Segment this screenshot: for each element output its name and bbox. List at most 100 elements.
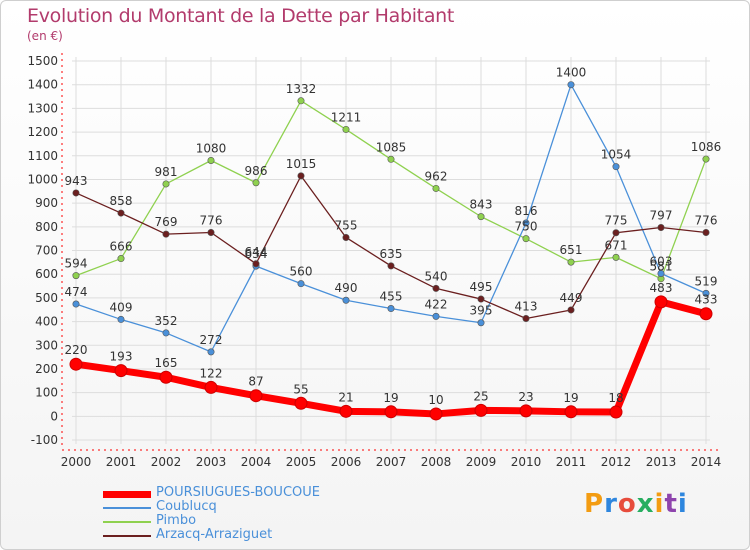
data-label: 1086: [691, 140, 722, 154]
data-label: 272: [200, 333, 223, 347]
series-point-3: [657, 224, 665, 232]
x-tick-label: 2004: [241, 455, 272, 469]
series-point-2: [612, 253, 620, 261]
legend-swatch: [103, 507, 151, 509]
series-point-0: [564, 405, 578, 419]
data-label: 816: [515, 204, 538, 218]
y-tick-label: 300: [35, 338, 58, 352]
data-label: 483: [650, 281, 673, 295]
data-label: 635: [380, 247, 403, 261]
series-point-1: [297, 280, 305, 288]
data-label: 1015: [286, 157, 317, 171]
y-tick-label: 1100: [27, 149, 58, 163]
series-point-0: [519, 404, 533, 418]
series-point-1: [117, 315, 125, 323]
data-label: 422: [425, 297, 448, 311]
legend-label: Pimbo: [156, 513, 197, 528]
logo-letter: r: [604, 489, 618, 519]
series-point-3: [117, 209, 125, 217]
series-point-2: [297, 97, 305, 105]
series-point-2: [342, 125, 350, 133]
legend-label: POURSIUGUES-BOUCOUE: [156, 485, 320, 500]
series-point-2: [207, 156, 215, 164]
data-label: 220: [65, 343, 88, 357]
data-label: 843: [470, 198, 493, 212]
y-tick-label: 100: [35, 386, 58, 400]
series-point-0: [474, 403, 488, 417]
y-tick-label: 1300: [27, 101, 58, 115]
data-label: 19: [563, 391, 578, 405]
data-label: 776: [200, 213, 223, 227]
chart-title: Evolution du Montant de la Dette par Hab…: [27, 5, 455, 27]
series-point-2: [567, 258, 575, 266]
legend-swatch: [103, 535, 151, 537]
y-tick-label: 1000: [27, 172, 58, 186]
data-label: 193: [110, 350, 133, 364]
series-point-1: [432, 312, 440, 320]
x-tick-label: 2005: [286, 455, 317, 469]
series-point-1: [162, 329, 170, 337]
y-tick-label: 400: [35, 315, 58, 329]
data-label: 490: [335, 281, 358, 295]
series-point-3: [342, 233, 350, 241]
series-point-1: [342, 296, 350, 304]
series-point-1: [522, 219, 530, 227]
series-point-1: [72, 300, 80, 308]
series-point-0: [69, 357, 83, 371]
x-tick-label: 2000: [61, 455, 92, 469]
data-label: 981: [155, 165, 178, 179]
series-point-3: [477, 295, 485, 303]
data-label: 797: [650, 209, 673, 223]
x-tick-label: 2001: [106, 455, 137, 469]
data-label: 18: [608, 391, 623, 405]
series-point-3: [162, 230, 170, 238]
series-point-3: [432, 284, 440, 292]
series-point-0: [249, 389, 263, 403]
data-label: 495: [470, 280, 493, 294]
data-label: 519: [695, 274, 718, 288]
series-point-0: [114, 364, 128, 378]
legend-swatch: [103, 521, 151, 523]
series-point-3: [387, 262, 395, 270]
legend-label: Coublucq: [156, 499, 217, 514]
data-label: 666: [110, 240, 133, 254]
series-point-0: [429, 407, 443, 421]
data-label: 1211: [331, 110, 362, 124]
series-point-1: [567, 81, 575, 89]
series-point-0: [609, 405, 623, 419]
unit-label: (en €): [27, 29, 63, 43]
y-tick-label: 700: [35, 244, 58, 258]
series-point-0: [159, 370, 173, 384]
series-point-3: [252, 260, 260, 268]
data-label: 23: [518, 390, 533, 404]
data-label: 409: [110, 300, 133, 314]
series-point-2: [432, 184, 440, 192]
y-tick-label: 500: [35, 291, 58, 305]
data-label: 769: [155, 215, 178, 229]
data-label: 19: [383, 391, 398, 405]
data-label: 858: [110, 194, 133, 208]
logo-letter: P: [584, 489, 605, 519]
x-tick-label: 2008: [421, 455, 452, 469]
series-point-3: [522, 314, 530, 322]
data-label: 755: [335, 218, 358, 232]
y-tick-label: 0: [50, 409, 58, 423]
data-label: 474: [65, 285, 88, 299]
data-label: 986: [245, 164, 268, 178]
series-point-1: [702, 289, 710, 297]
x-tick-label: 2013: [646, 455, 677, 469]
series-point-3: [207, 228, 215, 236]
data-label: 21: [338, 390, 353, 404]
series-point-3: [702, 228, 710, 236]
series-point-3: [567, 306, 575, 314]
logo-letter: x: [636, 489, 655, 519]
data-label: 581: [650, 260, 673, 274]
y-tick-label: 1200: [27, 125, 58, 139]
series-point-2: [72, 272, 80, 280]
data-label: 433: [695, 293, 718, 307]
proxiti-logo: Proxiti: [584, 489, 688, 519]
x-tick-label: 2014: [691, 455, 722, 469]
x-tick-label: 2012: [601, 455, 632, 469]
data-label: 540: [425, 269, 448, 283]
series-point-3: [72, 189, 80, 197]
